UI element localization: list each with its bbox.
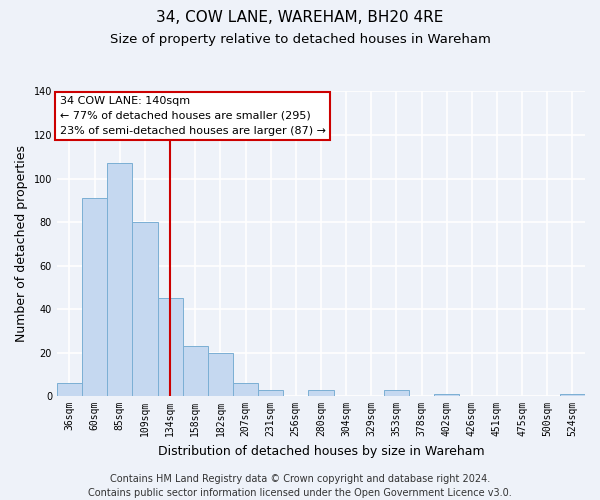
Bar bbox=[208, 352, 233, 396]
Bar bbox=[133, 222, 158, 396]
Text: 34 COW LANE: 140sqm
← 77% of detached houses are smaller (295)
23% of semi-detac: 34 COW LANE: 140sqm ← 77% of detached ho… bbox=[59, 96, 326, 136]
Text: Size of property relative to detached houses in Wareham: Size of property relative to detached ho… bbox=[110, 32, 490, 46]
Bar bbox=[233, 383, 258, 396]
Bar bbox=[57, 383, 82, 396]
Text: Contains HM Land Registry data © Crown copyright and database right 2024.
Contai: Contains HM Land Registry data © Crown c… bbox=[88, 474, 512, 498]
Bar bbox=[82, 198, 107, 396]
Bar bbox=[158, 298, 182, 396]
Bar bbox=[560, 394, 585, 396]
X-axis label: Distribution of detached houses by size in Wareham: Distribution of detached houses by size … bbox=[158, 444, 484, 458]
Bar bbox=[182, 346, 208, 396]
Y-axis label: Number of detached properties: Number of detached properties bbox=[15, 146, 28, 342]
Bar bbox=[384, 390, 409, 396]
Bar bbox=[258, 390, 283, 396]
Bar bbox=[308, 390, 334, 396]
Text: 34, COW LANE, WAREHAM, BH20 4RE: 34, COW LANE, WAREHAM, BH20 4RE bbox=[157, 10, 443, 25]
Bar bbox=[434, 394, 459, 396]
Bar bbox=[107, 164, 133, 396]
